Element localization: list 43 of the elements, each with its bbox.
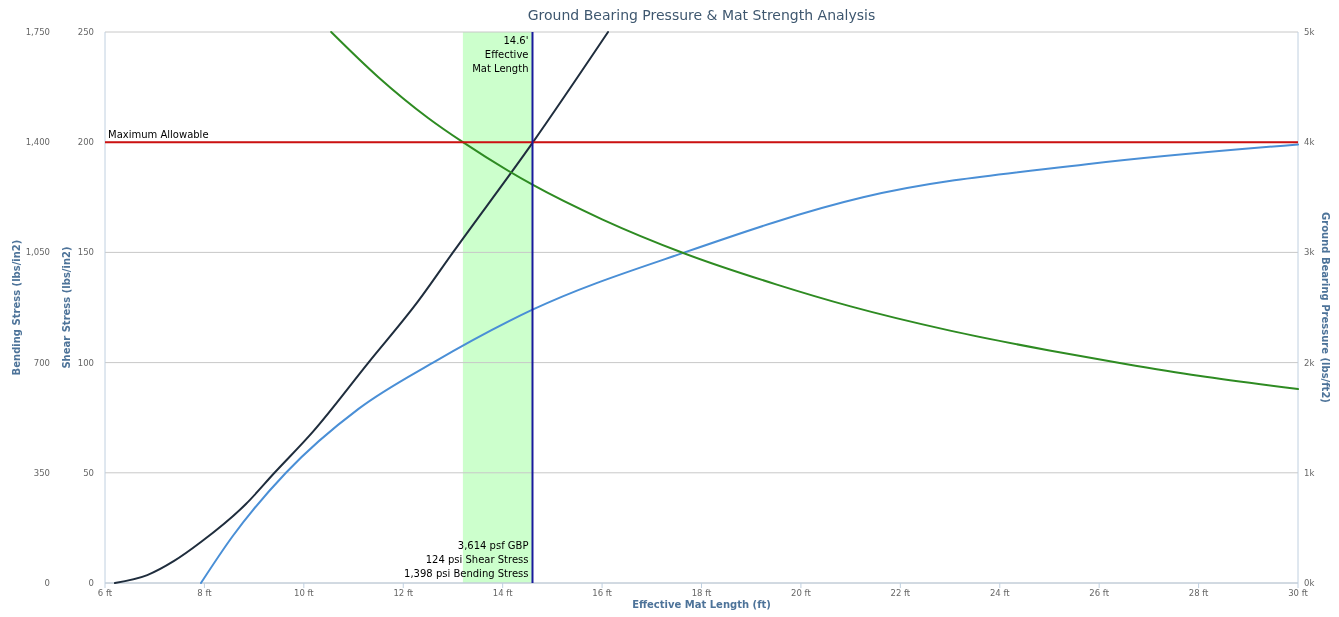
y-tick-label: 1,400 [25, 137, 50, 148]
y3-tick-label: 2k [1304, 357, 1315, 368]
y3-tick-label: 5k [1304, 27, 1315, 37]
y-tick-label: 350 [33, 467, 50, 478]
y2-tick-label: 100 [77, 357, 94, 368]
y2-axis-title: Shear Stress (lbs/in2) [61, 246, 72, 369]
x-tick-label: 16 ft [592, 588, 613, 598]
ref-line-label: Maximum Allowable [108, 129, 209, 141]
y3-tick-label: 1k [1304, 467, 1315, 478]
x-tick-label: 8 ft [197, 588, 213, 598]
ref-line-label: 14.6' Effective Mat Length [472, 35, 529, 74]
y3-tick-label: 0k [1304, 578, 1315, 588]
y-tick-label: 1,050 [25, 247, 50, 258]
y2-tick-label: 0 [88, 578, 94, 588]
x-tick-label: 30 ft [1288, 588, 1309, 598]
x-tick-label: 6 ft [97, 588, 113, 598]
line-series [330, 31, 1299, 391]
x-tick-label: 10 ft [293, 588, 315, 598]
y3-axis-title: Ground Bearing Pressure (lbs/ft2) [1320, 212, 1331, 403]
x-axis-title: Effective Mat Length (ft) [632, 599, 771, 610]
y2-tick-label: 150 [77, 247, 94, 258]
x-tick-label: 18 ft [691, 588, 713, 598]
y-tick-label: 0 [44, 578, 50, 588]
y3-tick-label: 4k [1304, 137, 1315, 148]
x-tick-label: 26 ft [1089, 588, 1110, 598]
chart-title: Ground Bearing Pressure & Mat Strength Analysis [527, 7, 876, 23]
annotation: 1,398 psi Bending Stress [404, 568, 529, 579]
x-tick-label: 22 ft [890, 588, 911, 598]
y-tick-label: 1,750 [25, 27, 50, 37]
x-tick-label: 24 ft [989, 588, 1011, 598]
y2-tick-label: 50 [83, 467, 94, 478]
annotation: 3,614 psf GBP [457, 540, 529, 551]
x-tick-label: 20 ft [791, 588, 812, 598]
x-tick-label: 28 ft [1188, 588, 1210, 598]
y2-tick-label: 250 [77, 27, 94, 37]
x-tick-label: 12 ft [393, 588, 414, 598]
y2-tick-label: 200 [77, 137, 94, 148]
y-tick-label: 700 [33, 357, 50, 368]
y-axis-title: Bending Stress (lbs/in2) [11, 239, 22, 376]
line-series [199, 143, 1299, 584]
x-tick-label: 14 ft [492, 588, 514, 598]
y3-tick-label: 3k [1304, 247, 1315, 258]
annotation: 124 psi Shear Stress [425, 554, 529, 565]
